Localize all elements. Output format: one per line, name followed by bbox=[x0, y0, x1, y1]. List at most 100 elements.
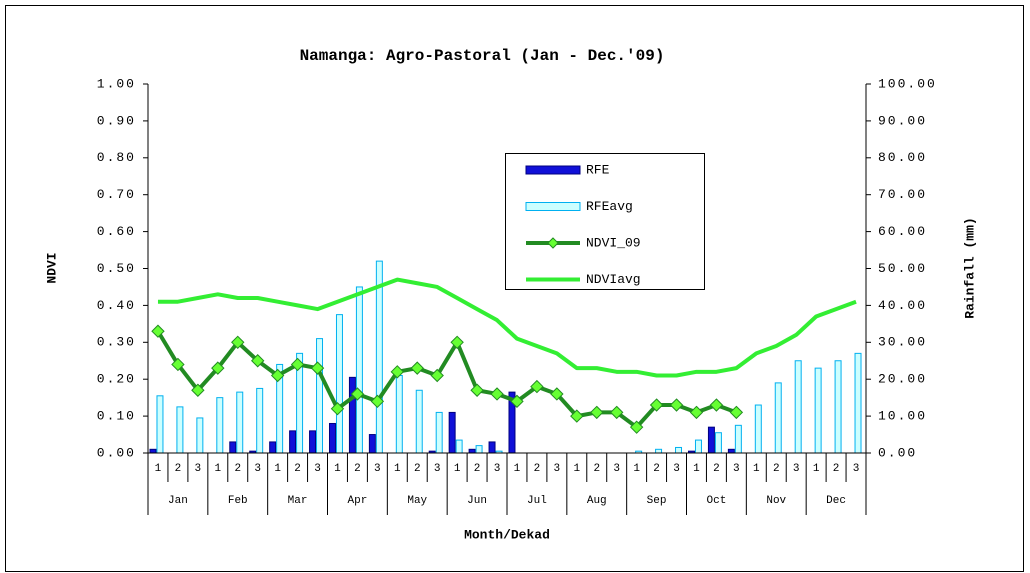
x-tick-label: 2 bbox=[474, 463, 481, 475]
x-tick-label: 1 bbox=[813, 463, 820, 475]
y2-tick-label: 20.00 bbox=[878, 372, 927, 387]
legend-label: RFE bbox=[586, 162, 610, 177]
marker bbox=[649, 398, 664, 412]
marker bbox=[689, 405, 704, 420]
y-tick-label: 0.50 bbox=[97, 261, 136, 276]
bar bbox=[707, 426, 715, 454]
marker bbox=[510, 394, 524, 409]
marker bbox=[171, 357, 185, 372]
marker bbox=[350, 387, 365, 401]
y2-tick-label: 90.00 bbox=[878, 113, 927, 128]
bar bbox=[229, 441, 237, 454]
legend-swatch bbox=[525, 202, 581, 211]
bar bbox=[455, 439, 463, 454]
bar bbox=[156, 395, 164, 454]
marker bbox=[250, 354, 265, 368]
marker bbox=[231, 335, 245, 350]
bar bbox=[216, 397, 224, 454]
y-tick-label: 0.80 bbox=[97, 150, 136, 165]
bar bbox=[355, 286, 363, 454]
y-tick-label: 0.10 bbox=[97, 409, 136, 424]
bar bbox=[309, 430, 317, 454]
bar bbox=[328, 422, 336, 454]
marker bbox=[570, 409, 584, 423]
x-tick-label: 3 bbox=[613, 463, 620, 475]
bar bbox=[335, 314, 343, 454]
x-tick-label: 3 bbox=[673, 463, 680, 475]
x-group-label: Mar bbox=[288, 495, 308, 507]
bar bbox=[754, 404, 762, 454]
bar bbox=[448, 411, 456, 454]
marker bbox=[609, 405, 624, 420]
bar bbox=[368, 434, 376, 454]
x-tick-label: 3 bbox=[434, 463, 441, 475]
legend bbox=[505, 153, 705, 290]
x-tick-label: 3 bbox=[195, 463, 202, 475]
marker bbox=[629, 420, 644, 434]
marker bbox=[330, 402, 345, 416]
y-tick-label: 0.70 bbox=[97, 187, 136, 202]
y-tick-label: 0.00 bbox=[97, 445, 136, 460]
x-group-label: Sep bbox=[647, 495, 667, 507]
x-tick-label: 3 bbox=[494, 463, 501, 475]
x-tick-label: 3 bbox=[374, 463, 381, 475]
x-tick-label: 1 bbox=[454, 463, 461, 475]
x-tick-label: 1 bbox=[514, 463, 521, 475]
x-tick-label: 2 bbox=[175, 463, 182, 475]
y2-tick-label: 40.00 bbox=[878, 298, 927, 313]
x-tick-label: 2 bbox=[234, 463, 241, 475]
x-tick-label: 3 bbox=[733, 463, 740, 475]
y2-tick-label: 10.00 bbox=[878, 409, 927, 424]
bar bbox=[475, 445, 483, 454]
bar bbox=[727, 448, 735, 454]
bar bbox=[176, 406, 184, 454]
y-tick-label: 0.40 bbox=[97, 298, 136, 313]
bar bbox=[236, 391, 244, 454]
bar bbox=[375, 260, 383, 454]
bar bbox=[415, 389, 423, 454]
y2-tick-label: 100.00 bbox=[878, 76, 937, 91]
bar bbox=[348, 376, 356, 454]
x-group-label: Oct bbox=[707, 495, 727, 507]
chart-title: Namanga: Agro-Pastoral (Jan - Dec.'09) bbox=[300, 47, 665, 65]
y-tick-label: 0.30 bbox=[97, 335, 136, 350]
bar bbox=[794, 360, 802, 454]
bar bbox=[269, 441, 277, 454]
legend-swatch bbox=[525, 165, 581, 175]
marker bbox=[550, 387, 564, 401]
y2-tick-label: 70.00 bbox=[878, 187, 927, 202]
x-group-label: Aug bbox=[587, 495, 607, 507]
legend-marker bbox=[547, 237, 559, 249]
line bbox=[157, 277, 857, 378]
x-tick-label: 1 bbox=[155, 463, 162, 475]
y2-tick-label: 0.00 bbox=[878, 445, 917, 460]
bar bbox=[714, 432, 722, 454]
y-tick-label: 1.00 bbox=[97, 76, 136, 91]
x-tick-label: 2 bbox=[833, 463, 840, 475]
marker bbox=[709, 398, 724, 412]
marker bbox=[270, 368, 285, 383]
marker bbox=[430, 368, 444, 383]
bar bbox=[468, 448, 476, 454]
marker bbox=[290, 357, 305, 372]
bar bbox=[655, 448, 663, 454]
x-group-label: Jun bbox=[467, 495, 487, 507]
x-tick-label: 3 bbox=[554, 463, 561, 475]
x-tick-label: 2 bbox=[534, 463, 541, 475]
x-tick-label: 1 bbox=[574, 463, 581, 475]
marker bbox=[490, 387, 504, 401]
bar bbox=[196, 417, 204, 454]
x-tick-label: 1 bbox=[633, 463, 640, 475]
x-tick-label: 1 bbox=[753, 463, 760, 475]
marker bbox=[530, 379, 544, 394]
x-tick-label: 3 bbox=[254, 463, 261, 475]
marker bbox=[410, 361, 424, 375]
x-tick-label: 1 bbox=[215, 463, 222, 475]
marker bbox=[729, 405, 744, 420]
marker bbox=[151, 324, 165, 338]
x-tick-label: 2 bbox=[713, 463, 720, 475]
y-tick-label: 0.60 bbox=[97, 224, 136, 239]
legend-label: NDVI_09 bbox=[586, 235, 641, 250]
x-group-label: Feb bbox=[228, 495, 248, 507]
